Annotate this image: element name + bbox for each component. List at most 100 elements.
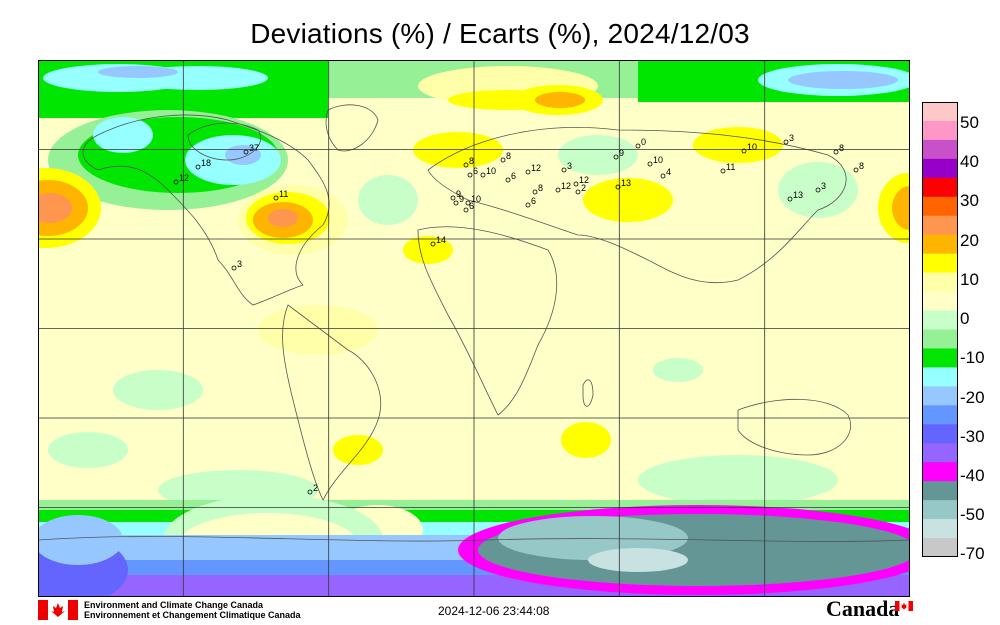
legend-swatch (922, 367, 958, 387)
station-marker: 8 (833, 143, 844, 155)
canada-wordmark: Canada (826, 596, 900, 621)
legend-swatch (922, 538, 958, 557)
station-label: 6 (473, 166, 478, 176)
legend-swatch (922, 291, 958, 312)
station-label: 10 (471, 194, 481, 204)
station-marker: 11 (720, 162, 735, 174)
legend-swatch (922, 329, 958, 349)
station-label: 11 (279, 189, 288, 199)
station-marker: 6 (463, 201, 474, 213)
station-label: 8 (469, 156, 474, 166)
legend-swatch (922, 234, 958, 255)
us-warm-anomaly (238, 185, 348, 255)
station-marker: 8 (500, 151, 511, 163)
station-label: 37 (249, 143, 259, 153)
legend-label: -10 (960, 348, 985, 368)
station-label: 12 (531, 163, 541, 173)
station-marker: 2 (575, 183, 586, 195)
map-grid (38, 60, 910, 597)
legend-label: 20 (960, 230, 979, 250)
legend-swatch (922, 272, 958, 293)
legend-swatch (922, 310, 958, 330)
map-frame (38, 60, 910, 597)
station-label: 11 (726, 162, 735, 172)
station-marker: 12 (173, 173, 189, 185)
station-label: 13 (793, 190, 803, 200)
legend-swatch (922, 405, 958, 425)
legend-label: -20 (960, 387, 985, 407)
station-label: 3 (237, 259, 242, 269)
legend-swatch (922, 519, 958, 539)
timestamp: 2024-12-06 23:44:08 (438, 604, 550, 618)
station-marker: 6 (525, 196, 536, 208)
coastlines (38, 104, 910, 542)
station-marker: 11 (273, 189, 288, 201)
station-label: 3 (789, 133, 794, 143)
legend-label: -40 (960, 466, 985, 486)
station-label: 8 (506, 151, 511, 161)
station-label: 12 (561, 181, 571, 191)
station-marker: 18 (195, 158, 211, 170)
org-name-fr: Environnement et Changement Climatique C… (84, 610, 301, 620)
legend-swatch (922, 102, 958, 122)
station-label: 8 (859, 161, 864, 171)
station-marker: 10 (647, 155, 663, 167)
legend-swatch (922, 348, 958, 368)
station-marker: 2 (307, 483, 318, 495)
station-label: 3 (567, 161, 572, 171)
station-label: 6 (469, 201, 474, 211)
station-label: 10 (747, 142, 757, 152)
station-marker: 4 (660, 167, 671, 179)
station-label: 10 (653, 155, 663, 165)
pacific-warm-anomaly (38, 168, 910, 248)
station-marker: 3 (815, 181, 826, 193)
station-label: 9 (619, 148, 624, 158)
legend-swatches (922, 102, 958, 557)
org-name-en: Environment and Climate Change Canada (84, 600, 264, 610)
station-label: 13 (621, 178, 631, 188)
station-label: 6 (511, 171, 516, 181)
legend-swatch (922, 462, 958, 482)
station-label: 9 (459, 194, 464, 204)
station-label: 8 (839, 143, 844, 153)
legend-swatch (922, 120, 958, 141)
station-label: 2 (313, 483, 318, 493)
legend-swatch (922, 139, 958, 160)
legend-swatch (922, 481, 958, 501)
eurasia-anomalies (113, 85, 858, 410)
legend-label: 30 (960, 191, 979, 211)
station-label: 18 (201, 158, 211, 168)
station-label: 0 (641, 137, 646, 147)
legend-label: -70 (960, 544, 985, 564)
station-marker: 8 (463, 156, 474, 168)
station-marker: 9 (453, 194, 464, 206)
station-label: 9 (456, 189, 461, 199)
legend-label: 0 (960, 309, 970, 329)
legend-swatch (922, 386, 958, 406)
station-marker: 12 (573, 175, 589, 187)
color-legend (922, 102, 958, 557)
station-label: 14 (436, 235, 446, 245)
legend-label: -50 (960, 505, 985, 525)
station-marker: 6 (467, 166, 478, 178)
legend-swatch (922, 500, 958, 520)
station-marker: 3 (783, 133, 794, 145)
legend-label: 40 (960, 152, 979, 172)
legend-swatch (922, 158, 958, 179)
station-marker: 13 (787, 190, 803, 202)
station-marker: 12 (555, 181, 571, 193)
station-marker: 9 (613, 148, 624, 160)
canada-flag-icon (38, 600, 78, 620)
station-marker: 3 (561, 161, 572, 173)
station-label: 6 (531, 196, 536, 206)
station-label: 12 (579, 175, 589, 185)
station-marker: 37 (243, 143, 259, 155)
station-marker: 8 (853, 161, 864, 173)
station-label: 8 (538, 183, 543, 193)
station-marker: 10 (465, 194, 481, 206)
legend-label: 50 (960, 113, 979, 132)
station-marker: 10 (480, 166, 496, 178)
station-marker: 13 (615, 178, 631, 190)
legend-swatch (922, 177, 958, 198)
legend-label: -30 (960, 426, 985, 446)
